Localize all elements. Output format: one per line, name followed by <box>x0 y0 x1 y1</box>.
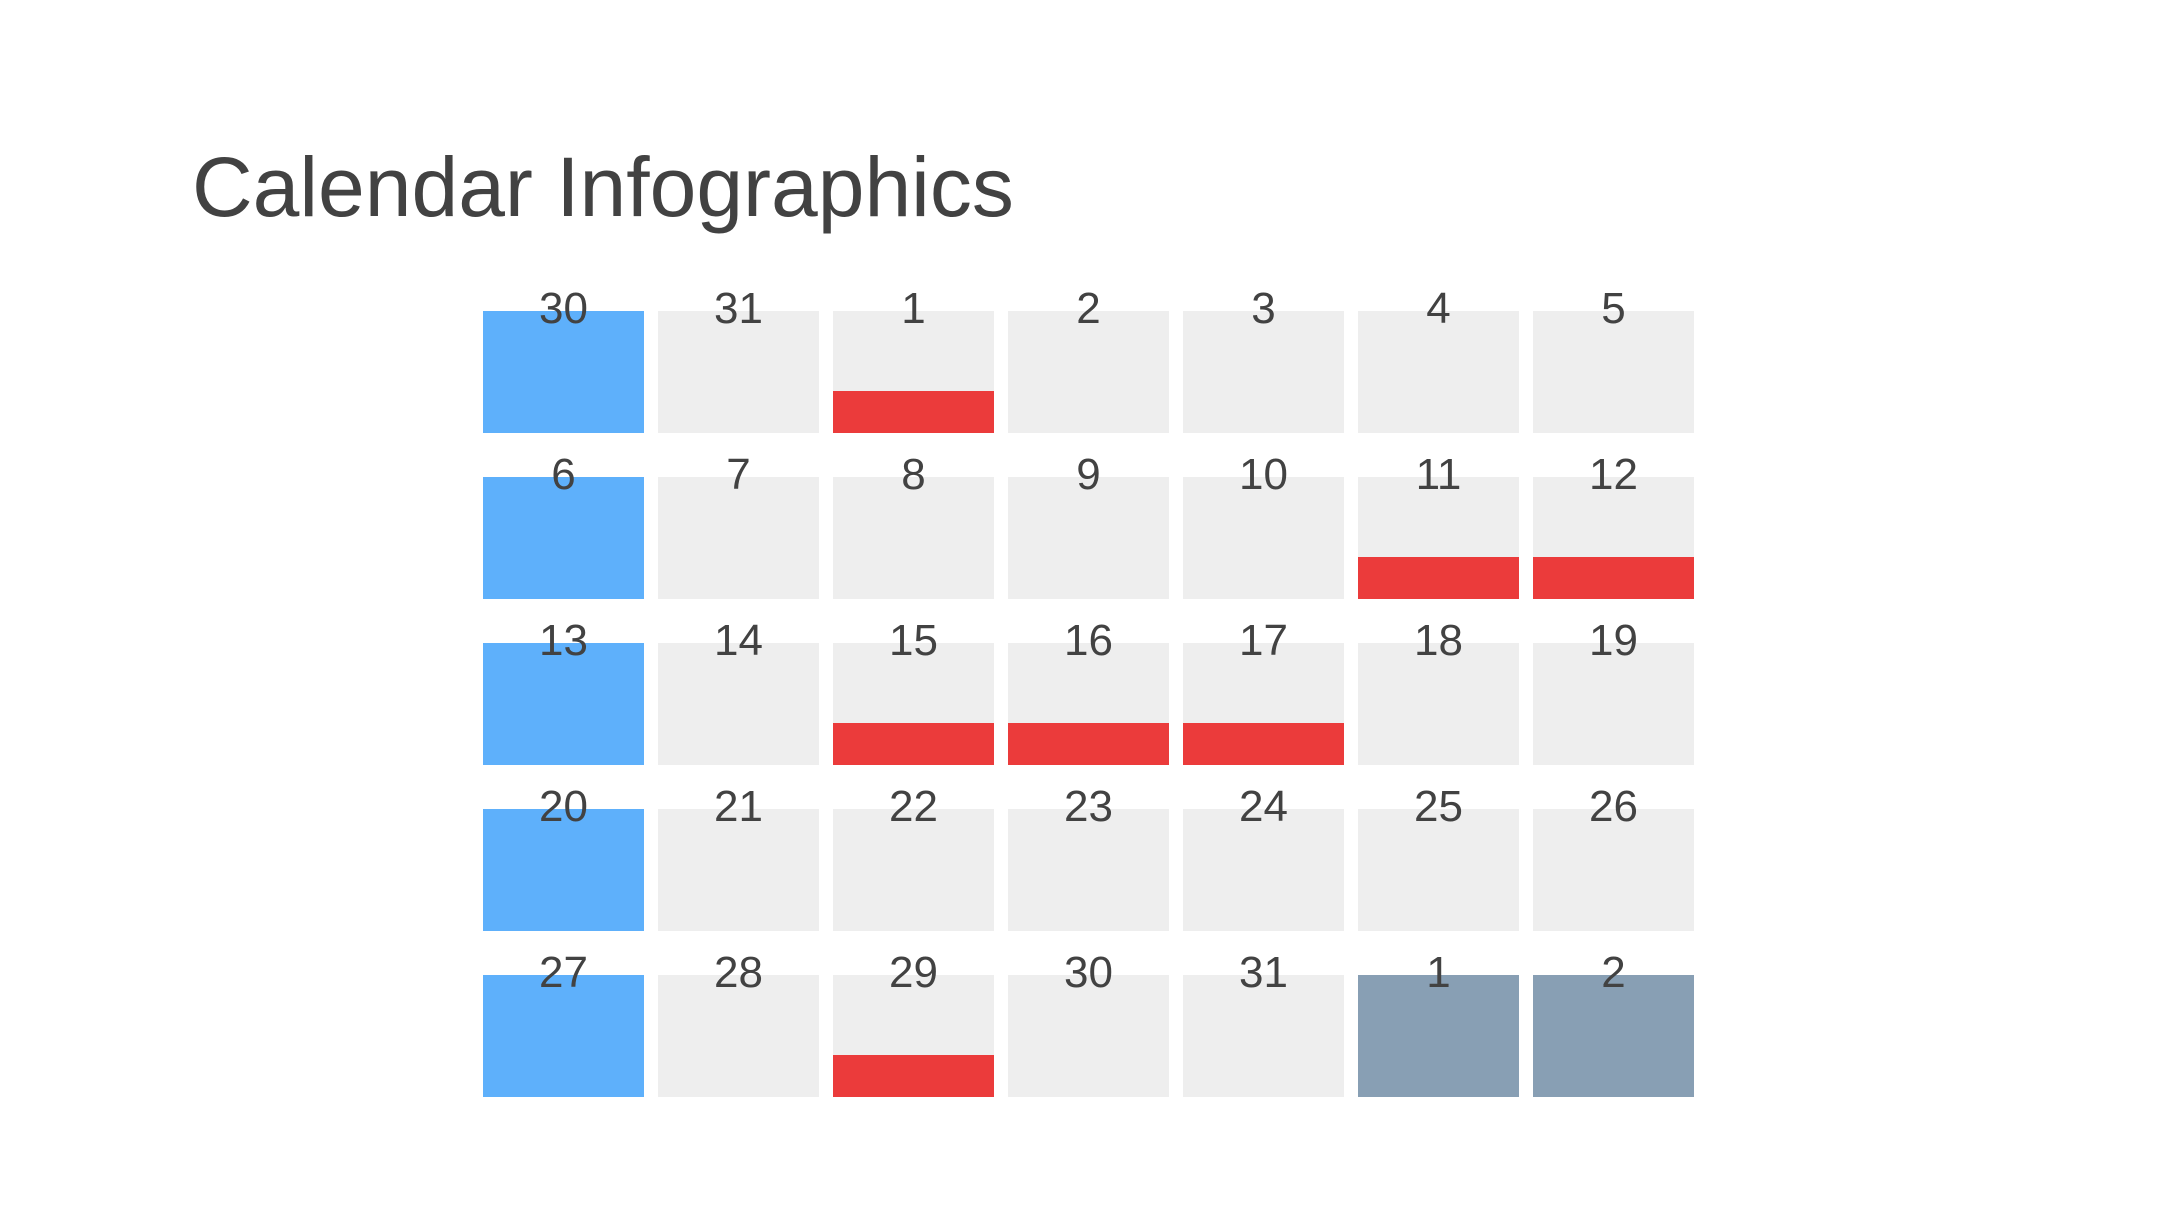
day-number: 1 <box>1426 948 1451 997</box>
day-number: 7 <box>726 450 751 499</box>
calendar-day-cell[interactable]: 20 <box>483 782 644 931</box>
event-marker <box>1533 557 1694 599</box>
calendar-day-cell[interactable]: 31 <box>1183 948 1344 1097</box>
day-number: 15 <box>889 616 938 665</box>
calendar-day-cell[interactable]: 24 <box>1183 782 1344 931</box>
calendar-day-cell[interactable]: 9 <box>1008 450 1169 599</box>
calendar-day-cell[interactable]: 2 <box>1008 284 1169 433</box>
day-number: 25 <box>1414 782 1463 831</box>
day-number: 16 <box>1064 616 1113 665</box>
day-number: 1 <box>901 284 926 333</box>
day-number: 2 <box>1076 284 1101 333</box>
calendar-day-cell[interactable]: 29 <box>833 948 994 1097</box>
calendar-day-cell[interactable]: 30 <box>483 284 644 433</box>
calendar-day-cell[interactable]: 26 <box>1533 782 1694 931</box>
day-number: 11 <box>1415 450 1462 499</box>
calendar-day-cell[interactable]: 21 <box>658 782 819 931</box>
day-number: 12 <box>1589 450 1638 499</box>
calendar-day-cell[interactable]: 30 <box>1008 948 1169 1097</box>
calendar-day-cell[interactable]: 18 <box>1358 616 1519 765</box>
calendar-grid: 30 31 1 2 3 4 5 6 7 8 9 10 11 12 13 14 15 16 17 18 19 20 21 22 2… <box>483 284 1694 1097</box>
event-marker <box>833 391 994 433</box>
calendar-day-cell[interactable]: 23 <box>1008 782 1169 931</box>
calendar-day-cell[interactable]: 1 <box>833 284 994 433</box>
day-number: 3 <box>1251 284 1276 333</box>
calendar-day-cell[interactable]: 2 <box>1533 948 1694 1097</box>
day-number: 10 <box>1239 450 1288 499</box>
calendar-day-cell[interactable]: 28 <box>658 948 819 1097</box>
day-number: 23 <box>1064 782 1113 831</box>
calendar-day-cell[interactable]: 6 <box>483 450 644 599</box>
calendar-day-cell[interactable]: 19 <box>1533 616 1694 765</box>
calendar-day-cell[interactable]: 22 <box>833 782 994 931</box>
calendar-day-cell[interactable]: 27 <box>483 948 644 1097</box>
event-marker <box>1358 557 1519 599</box>
event-marker <box>833 1055 994 1097</box>
calendar-day-cell[interactable]: 12 <box>1533 450 1694 599</box>
day-number: 29 <box>889 948 938 997</box>
day-number: 30 <box>539 284 588 333</box>
calendar-day-cell[interactable]: 5 <box>1533 284 1694 433</box>
day-number: 9 <box>1076 450 1101 499</box>
calendar-day-cell[interactable]: 7 <box>658 450 819 599</box>
calendar-day-cell[interactable]: 1 <box>1358 948 1519 1097</box>
calendar-day-cell[interactable]: 11 <box>1358 450 1519 599</box>
calendar-day-cell[interactable]: 10 <box>1183 450 1344 599</box>
day-number: 26 <box>1589 782 1638 831</box>
day-number: 30 <box>1064 948 1113 997</box>
day-number: 19 <box>1589 616 1638 665</box>
day-number: 20 <box>539 782 588 831</box>
day-number: 27 <box>539 948 588 997</box>
day-number: 8 <box>901 450 926 499</box>
day-number: 22 <box>889 782 938 831</box>
event-marker <box>1008 723 1169 765</box>
calendar-day-cell[interactable]: 16 <box>1008 616 1169 765</box>
day-number: 17 <box>1239 616 1288 665</box>
calendar-day-cell[interactable]: 15 <box>833 616 994 765</box>
calendar-day-cell[interactable]: 17 <box>1183 616 1344 765</box>
calendar-day-cell[interactable]: 31 <box>658 284 819 433</box>
day-number: 18 <box>1414 616 1463 665</box>
calendar-day-cell[interactable]: 4 <box>1358 284 1519 433</box>
event-marker <box>1183 723 1344 765</box>
calendar-day-cell[interactable]: 13 <box>483 616 644 765</box>
day-number: 4 <box>1426 284 1451 333</box>
day-number: 24 <box>1239 782 1288 831</box>
day-number: 6 <box>551 450 576 499</box>
day-number: 21 <box>714 782 763 831</box>
day-number: 5 <box>1601 284 1626 333</box>
event-marker <box>833 723 994 765</box>
day-number: 13 <box>539 616 588 665</box>
day-number: 31 <box>1239 948 1288 997</box>
calendar-day-cell[interactable]: 14 <box>658 616 819 765</box>
day-number: 14 <box>714 616 763 665</box>
page-title: Calendar Infographics <box>192 140 1014 234</box>
day-number: 31 <box>714 284 763 333</box>
calendar-day-cell[interactable]: 25 <box>1358 782 1519 931</box>
day-number: 28 <box>714 948 763 997</box>
calendar-day-cell[interactable]: 3 <box>1183 284 1344 433</box>
calendar-day-cell[interactable]: 8 <box>833 450 994 599</box>
day-number: 2 <box>1601 948 1626 997</box>
